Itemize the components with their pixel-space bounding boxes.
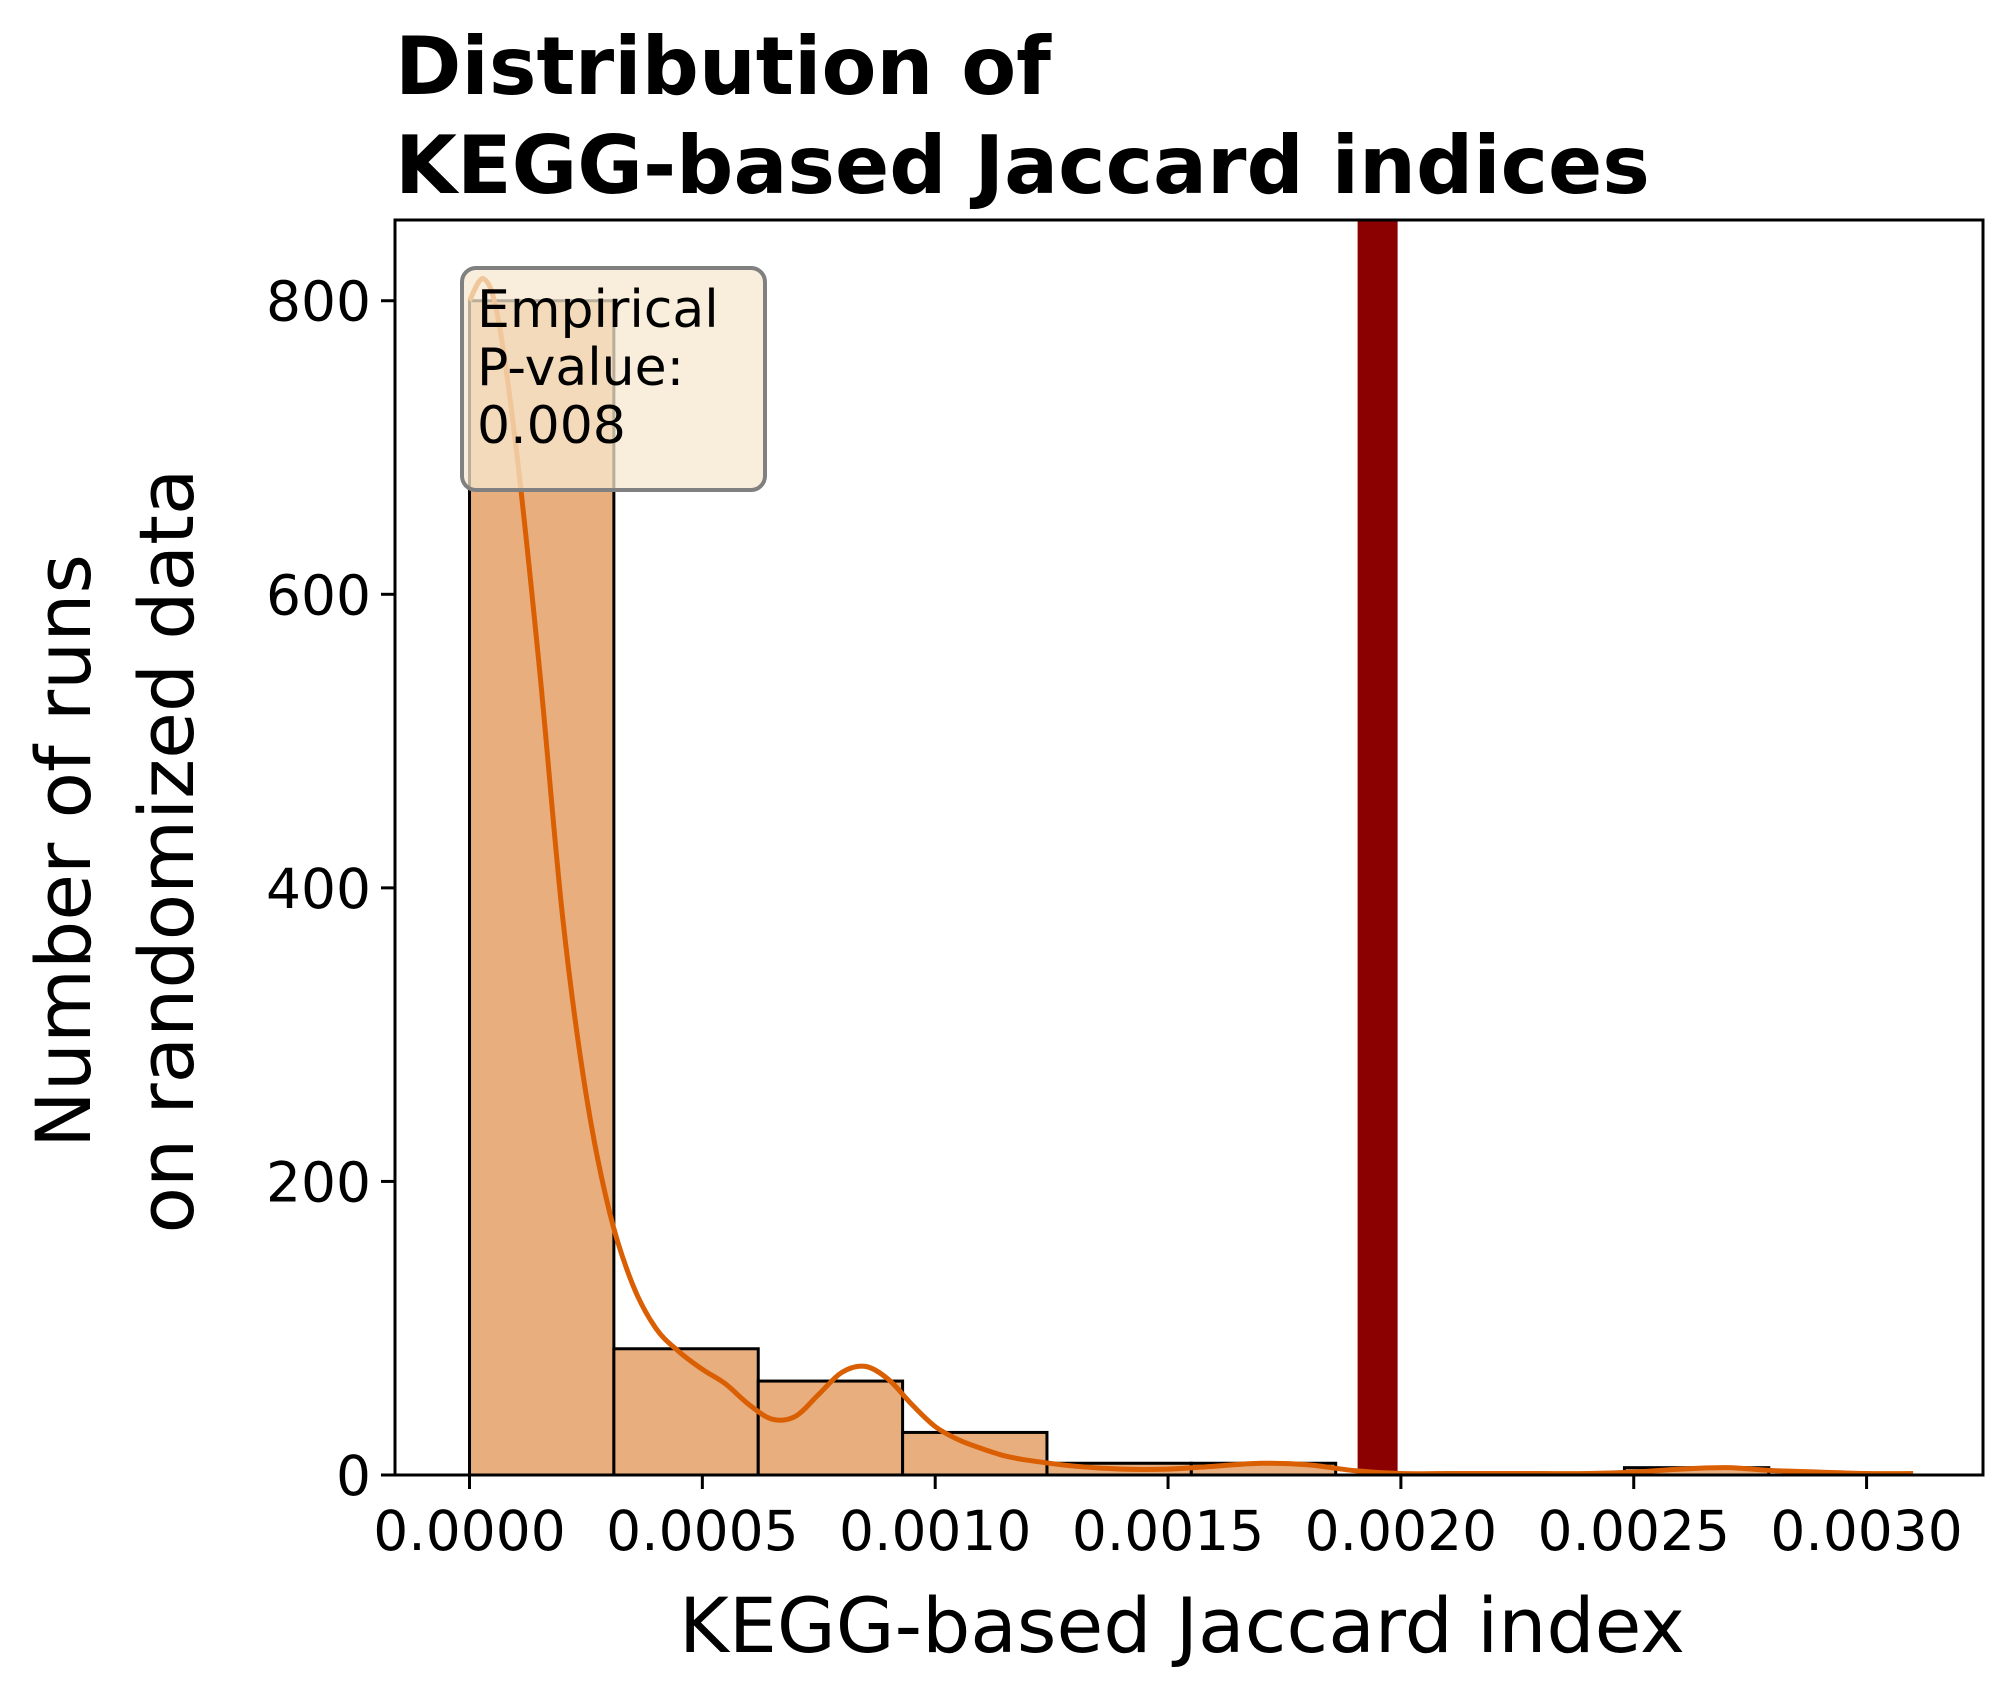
chart-title-line-1: Distribution of: [395, 20, 1052, 113]
x-tick-label: 0.0015: [1072, 1499, 1264, 1563]
x-tick-label: 0.0020: [1305, 1499, 1497, 1563]
p-value-annotation-line: 0.008: [477, 396, 626, 456]
y-axis-label-line-1: Number of runs: [19, 554, 108, 1148]
y-tick-label: 400: [266, 857, 371, 921]
y-tick-label: 200: [266, 1150, 371, 1214]
histogram-bar: [468, 299, 616, 1477]
y-tick-label: 800: [266, 270, 371, 334]
p-value-annotation-line: P-value:: [477, 338, 684, 398]
x-tick-label: 0.0005: [606, 1499, 798, 1563]
histogram-bar: [612, 1347, 760, 1477]
x-axis-label: KEGG-based Jaccard index: [679, 1581, 1685, 1670]
histogram-bar: [756, 1379, 905, 1477]
x-tick-label: 0.0025: [1538, 1499, 1730, 1563]
y-tick-label: 0: [336, 1444, 371, 1508]
x-tick-label: 0.0030: [1770, 1499, 1962, 1563]
y-axis-label-line-2: on randomized data: [122, 469, 211, 1234]
x-tick-label: 0.0010: [839, 1499, 1031, 1563]
chart-title-line-2: KEGG-based Jaccard indices: [395, 119, 1650, 212]
p-value-annotation-line: Empirical: [477, 280, 719, 340]
x-tick-label: 0.0000: [373, 1499, 565, 1563]
y-tick-label: 600: [266, 563, 371, 627]
y-axis-label: Number of runs on randomized data: [19, 469, 211, 1234]
p-value-annotation-box: [460, 266, 767, 492]
histogram-bar: [901, 1430, 1049, 1477]
axes-frame: [393, 218, 1985, 1477]
